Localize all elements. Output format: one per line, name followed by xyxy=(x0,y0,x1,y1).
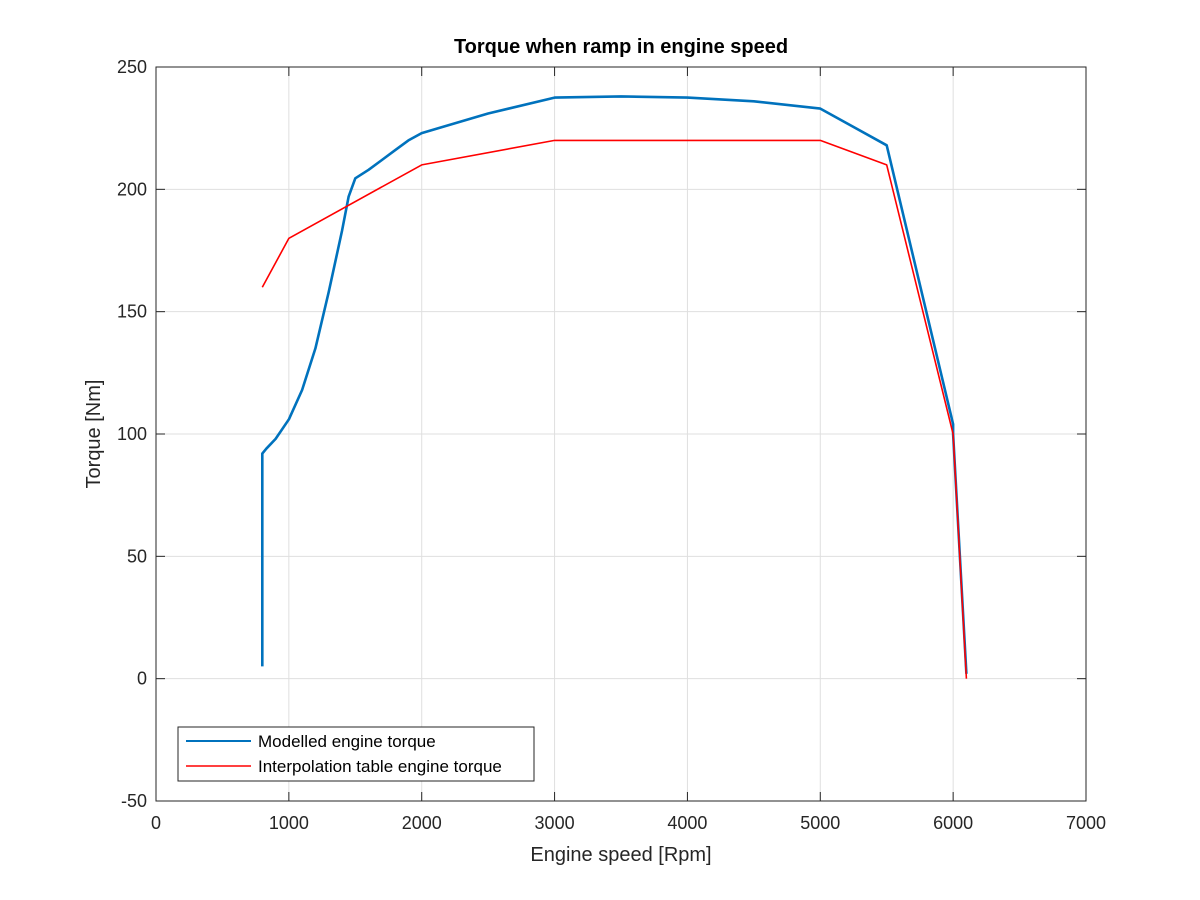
x-tick-label: 2000 xyxy=(402,813,442,833)
series-layer xyxy=(260,95,968,679)
series-line-modelled xyxy=(260,95,968,674)
ticks: 0 1000 2000 3000 4000 5000 6000 7000-5005010015… xyxy=(117,57,1106,833)
grid xyxy=(156,67,1086,801)
x-tick-label: 3000 xyxy=(535,813,575,833)
y-axis-title: Torque [Nm] xyxy=(83,380,105,489)
y-tick-label: 200 xyxy=(117,179,147,199)
y-tick-label: -50 xyxy=(121,791,147,811)
x-tick-label: 4000 xyxy=(667,813,707,833)
y-tick-label: 150 xyxy=(117,302,147,322)
series-line-interpolation xyxy=(261,139,968,679)
y-tick-label: 50 xyxy=(127,546,147,566)
x-axis-title: Engine speed [Rpm] xyxy=(530,844,711,866)
x-tick-label: 6000 xyxy=(933,813,973,833)
x-tick-label: 0 xyxy=(151,813,161,833)
x-tick-label: 5000 xyxy=(800,813,840,833)
legend-box xyxy=(177,726,535,782)
chart-title: Torque when ramp in engine speed xyxy=(454,36,788,58)
y-tick-label: 100 xyxy=(117,424,147,444)
legend-label-interpolation: Interpolation table engine torque xyxy=(258,757,502,776)
legend: Modelled engine torque Interpolation tab… xyxy=(177,726,535,782)
x-tick-label: 1000 xyxy=(269,813,309,833)
y-tick-label: 250 xyxy=(117,57,147,77)
legend-label-modelled: Modelled engine torque xyxy=(258,732,436,751)
x-tick-label: 7000 xyxy=(1066,813,1106,833)
y-tick-label: 0 xyxy=(137,669,147,689)
